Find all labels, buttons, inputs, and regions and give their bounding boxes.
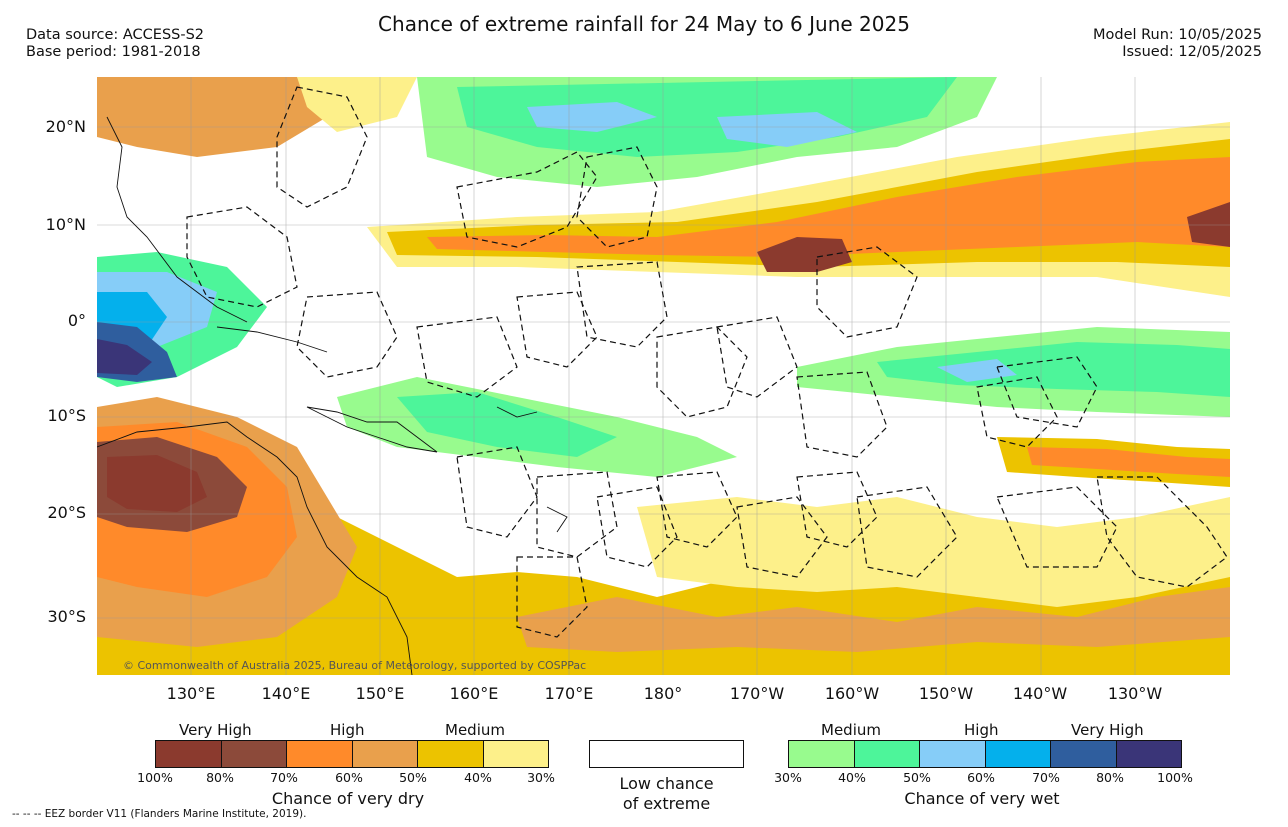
wet-swatch-6 [1116, 741, 1181, 767]
data-source-info: Data source: ACCESS-S2 Base period: 1981… [26, 27, 204, 61]
dry-swatch-3 [287, 741, 353, 767]
dry-legend-title: Chance of very dry [271, 789, 425, 808]
lon-label-140e: 140°E [261, 684, 311, 703]
low-chance-swatch [589, 740, 744, 768]
wet-category-medium: Medium [821, 721, 881, 739]
dry-swatch-4 [352, 741, 418, 767]
lat-label-10n: 10°N [45, 215, 86, 234]
wet-band-melanesia-medium [397, 392, 617, 457]
copyright-text: © Commonwealth of Australia 2025, Bureau… [123, 659, 587, 672]
dry-band-southeast-orange [1027, 447, 1230, 477]
lon-label-130e: 130°E [166, 684, 216, 703]
wet-legend-title: Chance of very wet [904, 789, 1060, 808]
wet-swatch-1 [789, 741, 855, 767]
lon-label-140w: 140°W [1012, 684, 1068, 703]
dry-category-high: High [330, 721, 365, 739]
dry-colorbar [155, 740, 549, 768]
lon-label-150e: 150°E [355, 684, 405, 703]
lon-label-150w: 150°W [918, 684, 974, 703]
wet-pct-30: 30% [774, 770, 802, 785]
dry-pct-70: 70% [270, 770, 298, 785]
dry-category-medium: Medium [445, 721, 505, 739]
dry-region-south-light [637, 497, 1230, 607]
dry-region-australia-extreme [107, 455, 207, 512]
wet-swatch-3 [920, 741, 986, 767]
dry-swatch-1 [156, 741, 222, 767]
low-chance-line2: of extreme [622, 794, 711, 813]
wet-pct-70: 70% [1032, 770, 1060, 785]
lon-label-170e: 170°E [544, 684, 594, 703]
lat-label-0: 0° [67, 311, 86, 330]
dry-region-south-orange [517, 587, 1230, 652]
rainfall-map-svg [97, 77, 1230, 675]
wet-category-very-high: Very High [1071, 721, 1144, 739]
low-chance-line1: Low chance [619, 774, 714, 793]
lat-label-30s: 30°S [47, 607, 86, 626]
low-chance-label: Low chance of extreme [589, 774, 744, 814]
base-period-text: Base period: 1981-2018 [26, 44, 201, 60]
wet-band-north-high [527, 102, 857, 147]
eez-border-note: -- -- -- EEZ border V11 (Flanders Marine… [12, 808, 307, 820]
dry-band-equatorial-core [757, 237, 852, 272]
dry-pct-40: 40% [464, 770, 492, 785]
lon-label-160e: 160°E [449, 684, 499, 703]
dry-category-very-high: Very High [179, 721, 252, 739]
lat-label-20n: 20°N [45, 117, 86, 136]
wet-swatch-4 [985, 741, 1051, 767]
issued-text: Issued: 12/05/2025 [1122, 44, 1262, 60]
wet-category-high: High [964, 721, 999, 739]
wet-colorbar [788, 740, 1182, 768]
dry-pct-50: 50% [399, 770, 427, 785]
lon-label-160w: 160°W [824, 684, 880, 703]
wet-pct-80: 80% [1096, 770, 1124, 785]
dry-swatch-6 [483, 741, 548, 767]
model-run-text: Model Run: 10/05/2025 [1092, 27, 1262, 43]
lon-label-170w: 170°W [729, 684, 785, 703]
dry-pct-60: 60% [335, 770, 363, 785]
wet-pct-40: 40% [838, 770, 866, 785]
lat-label-10s: 10°S [47, 406, 86, 425]
lon-label-180: 180° [643, 684, 683, 703]
wet-swatch-2 [854, 741, 920, 767]
data-source-text: Data source: ACCESS-S2 [26, 27, 205, 43]
page-title: Chance of extreme rainfall for 24 May to… [378, 12, 910, 36]
wet-band-southeast-medium [877, 342, 1230, 397]
eez-borders [186, 86, 1228, 638]
coastlines [97, 116, 568, 675]
map-gridlines [97, 77, 1230, 675]
wet-band-southeast-high [937, 359, 1017, 382]
rainfall-map [97, 77, 1230, 675]
wet-pct-50: 50% [903, 770, 931, 785]
dry-pct-30: 30% [527, 770, 555, 785]
lon-label-130w: 130°W [1107, 684, 1163, 703]
dry-region-northwest [97, 77, 327, 157]
dry-swatch-2 [221, 741, 287, 767]
model-run-info: Model Run: 10/05/2025 Issued: 12/05/2025 [1093, 27, 1262, 61]
wet-pct-60: 60% [967, 770, 995, 785]
dry-swatch-5 [418, 741, 484, 767]
wet-pct-100: 100% [1157, 770, 1193, 785]
wet-region-indonesia-very-high [97, 339, 152, 375]
dry-band-equatorial-orange [427, 157, 1230, 257]
dry-pct-100: 100% [137, 770, 173, 785]
lat-label-20s: 20°S [47, 503, 86, 522]
dry-pct-80: 80% [206, 770, 234, 785]
wet-swatch-5 [1051, 741, 1117, 767]
dry-band-east-core [1187, 202, 1230, 247]
dry-region-northwest-light [297, 77, 417, 132]
